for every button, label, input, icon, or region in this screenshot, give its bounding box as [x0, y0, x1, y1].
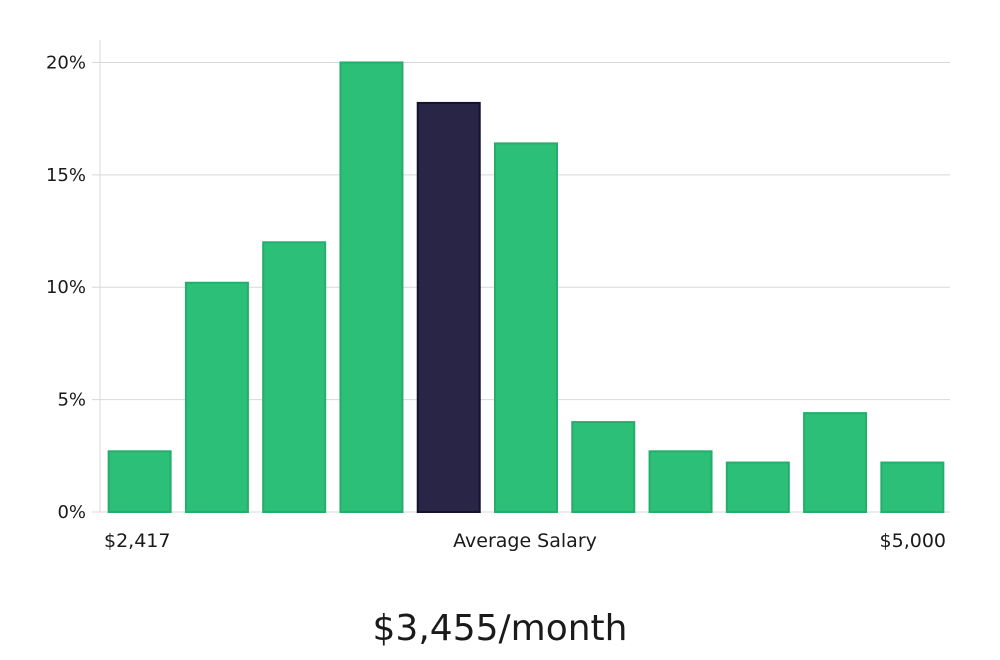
bar-4	[339, 61, 404, 513]
x-label-min: $2,417	[104, 530, 170, 552]
x-label-average-salary: Average Salary	[453, 530, 597, 552]
bar-9	[725, 461, 790, 513]
salary-distribution-chart: 0% 5% 10% 15% 20% $2,417 Average Salary $5,0…	[46, 40, 950, 552]
bar-11	[880, 461, 945, 513]
bar-3	[262, 241, 327, 514]
y-tick-label-15: 15%	[46, 165, 86, 186]
y-tick-label-5: 5%	[57, 390, 86, 411]
bar-6	[494, 142, 558, 513]
x-axis-labels: $2,417 Average Salary $5,000	[104, 530, 946, 552]
average-salary-value: $3,455/month	[372, 608, 628, 649]
x-label-max: $5,000	[880, 530, 946, 552]
bar-8	[648, 450, 713, 514]
y-tick-label-20: 20%	[46, 52, 86, 73]
bar-2	[184, 281, 249, 513]
y-tick-label-0: 0%	[57, 502, 86, 523]
y-tick-labels: 0% 5% 10% 15% 20%	[46, 52, 86, 523]
bar-7	[571, 421, 636, 514]
bar-10	[803, 412, 868, 514]
bar-average-highlight	[416, 101, 481, 514]
bar-1	[107, 450, 172, 514]
bars	[107, 61, 945, 514]
y-tick-label-10: 10%	[46, 277, 86, 298]
